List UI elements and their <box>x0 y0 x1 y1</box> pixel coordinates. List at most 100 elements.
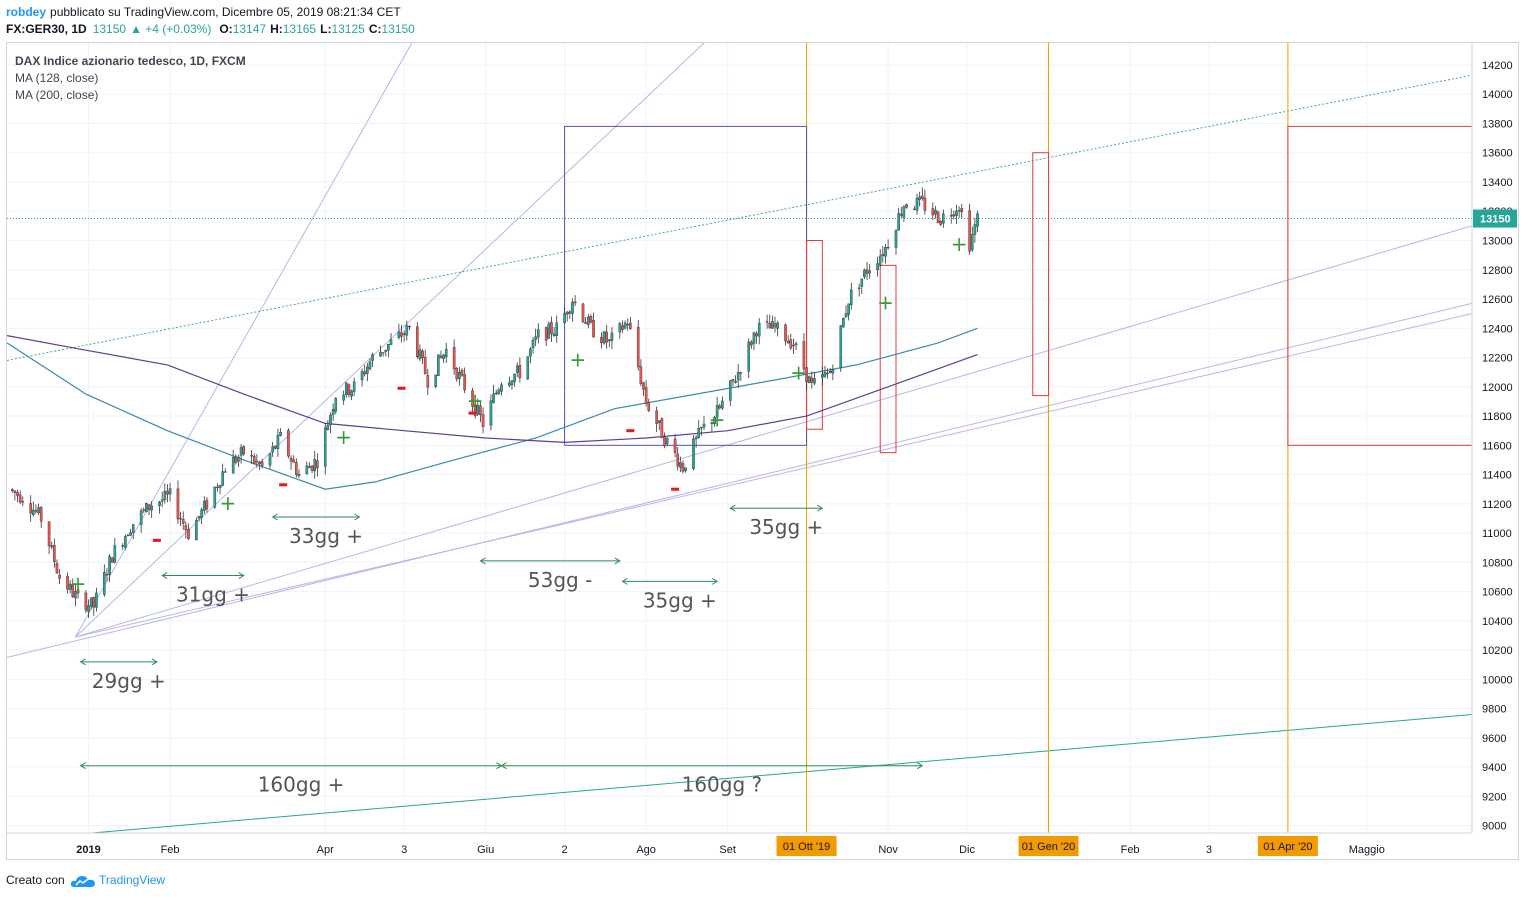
candle <box>605 324 608 349</box>
chart-frame[interactable] <box>6 42 1519 860</box>
upper-channel-line <box>7 74 1472 361</box>
candle-body <box>421 350 424 358</box>
range-arrow-right <box>711 577 719 585</box>
candle-body <box>694 437 698 440</box>
candle-body <box>105 574 109 576</box>
candle-body <box>844 313 848 318</box>
candle-body <box>237 456 240 462</box>
candle-body <box>292 459 295 463</box>
price-tick-label: 13800 <box>1482 118 1513 130</box>
candle <box>305 461 309 475</box>
footer-brand[interactable]: TradingView <box>99 873 166 887</box>
time-tick-label: Dic <box>959 844 975 856</box>
candles <box>10 187 979 618</box>
candle-body <box>684 467 687 472</box>
range-arrow-left <box>271 513 278 521</box>
candle <box>665 437 669 447</box>
candle <box>931 202 935 220</box>
candle <box>626 318 630 331</box>
candle <box>237 454 240 467</box>
price-tick-label: 11000 <box>1482 528 1512 540</box>
candle-body <box>179 518 182 520</box>
candle <box>418 344 422 362</box>
price-tick-label: 13600 <box>1482 148 1513 160</box>
minus-marker <box>152 538 161 542</box>
candle-body <box>492 393 495 403</box>
candle-body <box>276 435 280 449</box>
candle-body <box>681 463 685 472</box>
candle <box>673 434 677 458</box>
candle <box>205 496 209 513</box>
candle <box>881 245 885 263</box>
candle-body <box>497 389 501 394</box>
time-tick-label: Apr <box>317 844 334 856</box>
candle <box>297 469 301 478</box>
candle <box>976 210 979 233</box>
candle <box>53 538 56 568</box>
price-tick-label: 9400 <box>1482 762 1506 774</box>
legend-ma200[interactable]: MA (200, close) <box>15 88 99 102</box>
candle <box>821 366 824 386</box>
author-name[interactable]: robdey <box>6 5 47 19</box>
candle-body <box>878 255 882 266</box>
candle-body <box>828 371 832 373</box>
candle-body <box>494 392 498 395</box>
support-trend-line <box>7 302 1472 658</box>
candle-body <box>329 414 332 426</box>
candle <box>839 324 843 372</box>
candle-body <box>295 462 298 476</box>
time-tick-label: Feb <box>1121 844 1140 856</box>
candle <box>184 521 188 539</box>
plus-marker: + <box>790 361 807 385</box>
publish-header: robdey pubblicato su TradingView.com, Dic… <box>6 5 401 19</box>
lower-channel-line <box>86 714 1472 833</box>
candle <box>602 330 606 345</box>
candle <box>952 210 956 220</box>
candle <box>842 317 845 328</box>
candle-body <box>565 311 569 315</box>
candle-body <box>460 369 464 376</box>
candle-body <box>74 591 77 599</box>
candle <box>310 465 314 474</box>
candle <box>581 302 585 324</box>
candle <box>371 352 374 367</box>
candle <box>934 205 937 219</box>
price-axis: 9000 9200 9400 9600 9800 10000 10200 10400 10600… <box>1471 43 1517 833</box>
candle-body <box>471 390 474 407</box>
candle <box>500 382 503 396</box>
plot-area: + + + + + + + + +29gg + 31gg + 33gg + 53gg - 35gg + 3… <box>7 43 1472 833</box>
candle-body <box>942 213 945 224</box>
candle-body <box>584 322 587 324</box>
candle-body <box>187 529 190 539</box>
candle <box>639 359 643 387</box>
candle-body <box>663 436 666 446</box>
candle-body <box>39 507 43 522</box>
candle-body <box>258 461 261 464</box>
legend-ma128[interactable]: MA (128, close) <box>15 71 99 85</box>
candle-body <box>884 247 887 257</box>
candle-body <box>110 557 114 563</box>
date-range: 29gg + <box>79 658 166 693</box>
candle <box>876 256 879 277</box>
candle <box>644 380 648 407</box>
candle <box>87 599 90 618</box>
candle <box>426 368 430 395</box>
range-label: 33gg + <box>289 524 363 548</box>
candle-body <box>139 510 143 525</box>
time-tick-label: Maggio <box>1349 844 1385 856</box>
candle <box>586 313 590 329</box>
candle-body <box>37 507 40 514</box>
candle <box>949 208 953 224</box>
candle-body <box>489 400 493 426</box>
candle-body <box>255 460 259 463</box>
candle-body <box>547 323 551 339</box>
candle <box>868 264 871 279</box>
candle-body <box>16 492 19 496</box>
candle <box>289 455 293 470</box>
candle <box>34 504 38 514</box>
candle-body <box>124 536 127 548</box>
candle <box>295 458 298 478</box>
candle <box>139 507 143 533</box>
candle <box>826 368 829 379</box>
